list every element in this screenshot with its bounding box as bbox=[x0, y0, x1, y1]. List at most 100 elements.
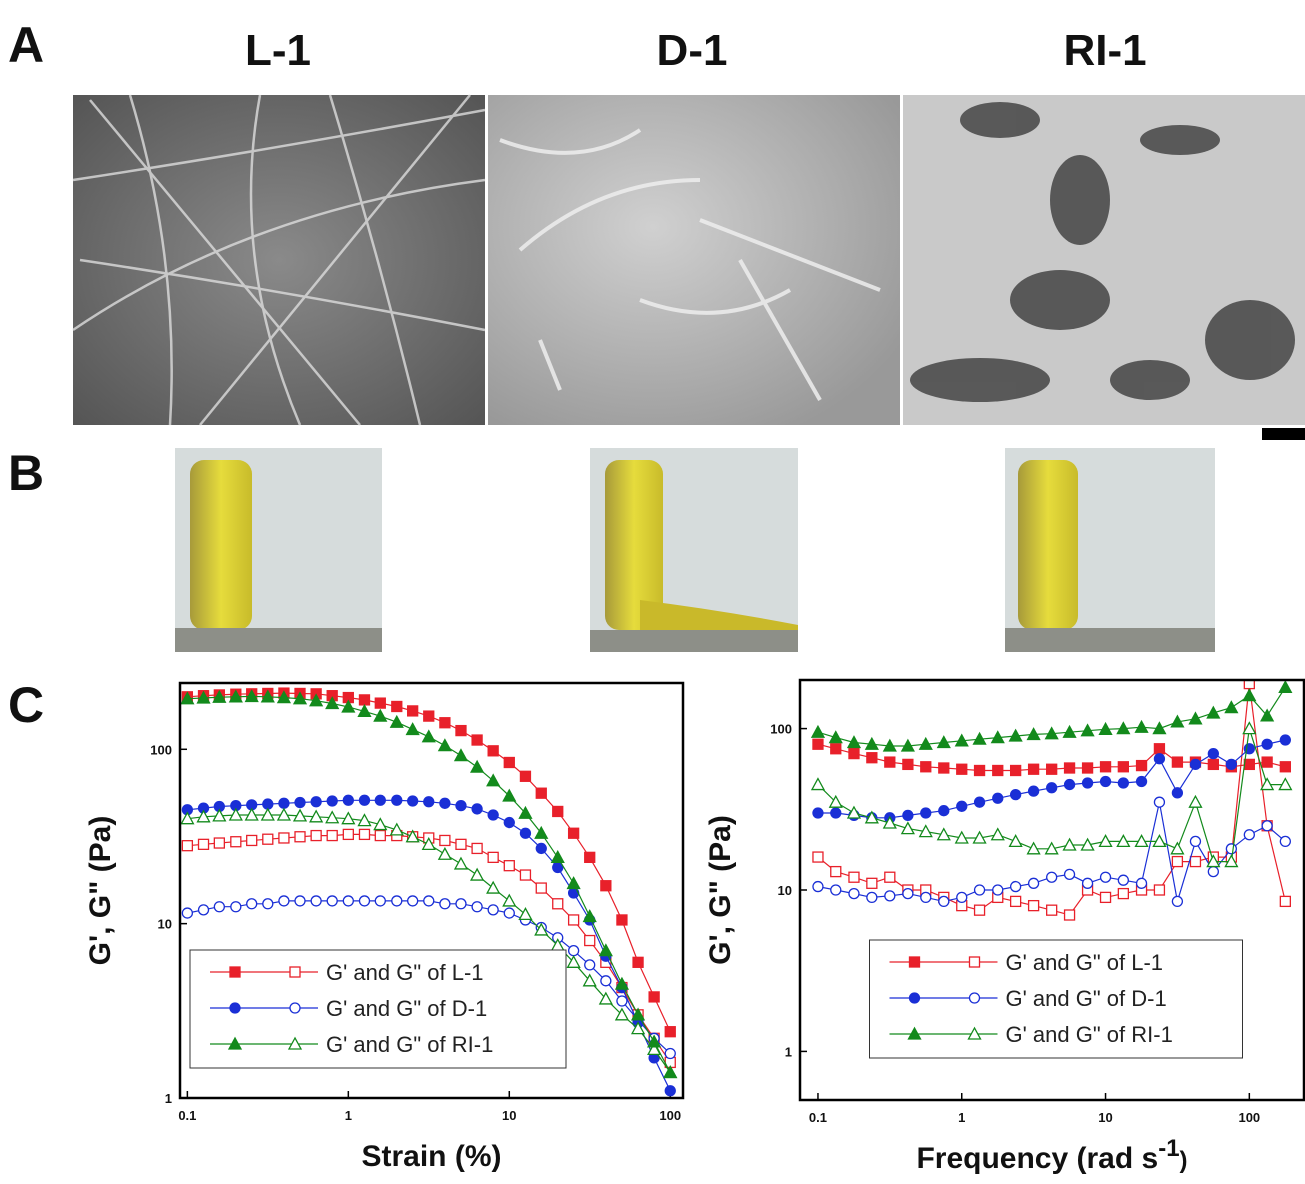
x-tick-label: 10 bbox=[1098, 1110, 1112, 1125]
marker bbox=[408, 796, 418, 806]
marker bbox=[1029, 764, 1039, 774]
marker bbox=[939, 896, 949, 906]
x-tick-label: 100 bbox=[659, 1108, 681, 1123]
panel-label: B bbox=[8, 445, 44, 501]
marker bbox=[903, 759, 913, 769]
sample-title: RI-1 bbox=[1063, 26, 1146, 75]
marker bbox=[392, 896, 402, 906]
marker bbox=[455, 750, 467, 761]
marker bbox=[585, 852, 595, 862]
marker bbox=[519, 908, 531, 919]
marker bbox=[182, 908, 192, 918]
marker bbox=[617, 915, 627, 925]
marker bbox=[359, 695, 369, 705]
legend: G' and G" of L-1G' and G" of D-1G' and G… bbox=[190, 950, 566, 1068]
marker bbox=[392, 701, 402, 711]
marker bbox=[503, 895, 515, 906]
marker bbox=[408, 896, 418, 906]
plot-area bbox=[812, 679, 1291, 920]
marker bbox=[327, 796, 337, 806]
marker bbox=[975, 905, 985, 915]
marker bbox=[359, 829, 369, 839]
marker bbox=[975, 797, 985, 807]
marker bbox=[231, 837, 241, 847]
marker bbox=[1047, 783, 1057, 793]
marker bbox=[1208, 749, 1218, 759]
vial-photos bbox=[175, 448, 1215, 652]
marker bbox=[830, 732, 842, 743]
marker bbox=[1011, 790, 1021, 800]
micrograph bbox=[488, 95, 900, 425]
marker bbox=[327, 831, 337, 841]
marker bbox=[1154, 885, 1164, 895]
x-tick-label: 10 bbox=[502, 1108, 516, 1123]
marker bbox=[199, 905, 209, 915]
y-axis-label: G', G" (Pa) bbox=[84, 816, 117, 966]
legend: G' and G" of L-1G' and G" of D-1G' and G… bbox=[870, 940, 1243, 1058]
marker bbox=[649, 992, 659, 1002]
marker bbox=[520, 771, 530, 781]
marker bbox=[375, 896, 385, 906]
marker bbox=[975, 885, 985, 895]
y-tick-label: 100 bbox=[770, 722, 792, 737]
marker bbox=[295, 798, 305, 808]
marker bbox=[391, 716, 403, 727]
marker bbox=[553, 899, 563, 909]
x-tick-label: 100 bbox=[1238, 1110, 1260, 1125]
marker bbox=[992, 829, 1004, 840]
legend-marker bbox=[910, 993, 920, 1003]
marker bbox=[1065, 869, 1075, 879]
marker bbox=[263, 899, 273, 909]
marker bbox=[1083, 763, 1093, 773]
marker bbox=[1244, 830, 1254, 840]
marker bbox=[488, 746, 498, 756]
marker bbox=[214, 838, 224, 848]
marker bbox=[487, 775, 499, 786]
marker bbox=[1189, 796, 1201, 807]
marker bbox=[1262, 821, 1272, 831]
marker bbox=[455, 858, 467, 869]
marker bbox=[359, 896, 369, 906]
marker bbox=[569, 915, 579, 925]
marker bbox=[1280, 896, 1290, 906]
marker bbox=[295, 896, 305, 906]
y-tick-label: 10 bbox=[158, 917, 172, 932]
sample-title: L-1 bbox=[245, 26, 311, 75]
marker bbox=[375, 831, 385, 841]
marker bbox=[1065, 910, 1075, 920]
marker bbox=[1189, 713, 1201, 724]
marker bbox=[1083, 878, 1093, 888]
marker bbox=[975, 765, 985, 775]
chart: 0.1110100110100Strain (%)G', G" (Pa)G' a… bbox=[84, 683, 683, 1173]
legend-label: G' and G" of L-1 bbox=[326, 960, 484, 985]
marker bbox=[993, 885, 1003, 895]
marker bbox=[535, 827, 547, 838]
x-tick-label: 1 bbox=[345, 1108, 352, 1123]
marker bbox=[665, 1027, 675, 1037]
marker bbox=[424, 711, 434, 721]
marker bbox=[439, 848, 451, 859]
marker bbox=[1011, 896, 1021, 906]
marker bbox=[504, 818, 514, 828]
marker bbox=[569, 946, 579, 956]
marker bbox=[1279, 681, 1291, 692]
marker bbox=[311, 797, 321, 807]
legend-label: G' and G" of L-1 bbox=[1006, 950, 1164, 975]
marker bbox=[1029, 878, 1039, 888]
marker bbox=[1101, 762, 1111, 772]
marker bbox=[1118, 762, 1128, 772]
marker bbox=[921, 808, 931, 818]
marker bbox=[601, 881, 611, 891]
marker bbox=[1136, 721, 1148, 732]
marker bbox=[391, 824, 403, 835]
marker bbox=[1137, 878, 1147, 888]
marker bbox=[1172, 757, 1182, 767]
marker bbox=[263, 834, 273, 844]
marker bbox=[536, 843, 546, 853]
marker bbox=[1047, 905, 1057, 915]
marker bbox=[553, 806, 563, 816]
marker bbox=[1137, 777, 1147, 787]
marker bbox=[849, 889, 859, 899]
marker bbox=[1172, 896, 1182, 906]
marker bbox=[903, 810, 913, 820]
